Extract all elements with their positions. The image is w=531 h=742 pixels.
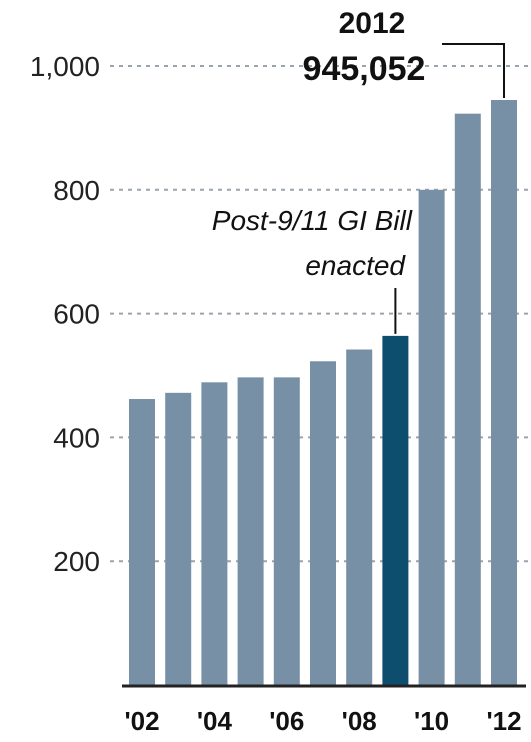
peak-value-label: 945,052 xyxy=(303,50,426,88)
bar xyxy=(454,113,481,685)
x-axis-tick-labels: '02 '04 '06 '08 '10 '12 xyxy=(124,706,521,736)
peak-year-label: 2012 xyxy=(339,7,406,40)
y-tick-label: 600 xyxy=(53,299,100,330)
bar xyxy=(418,189,445,686)
y-tick-label: 1,000 xyxy=(30,51,100,82)
bar xyxy=(129,399,155,685)
bar xyxy=(273,377,300,685)
event-label-line2: enacted xyxy=(305,250,406,281)
x-tick-label: '08 xyxy=(342,706,377,736)
peak-leader-line xyxy=(442,43,505,99)
bar-highlighted xyxy=(382,335,409,685)
bar xyxy=(310,361,336,685)
y-axis-tick-labels: 200 400 600 800 1,000 xyxy=(30,51,100,577)
x-tick-label: '06 xyxy=(269,706,304,736)
bar xyxy=(165,392,192,685)
event-label-line1: Post-9/11 GI Bill xyxy=(212,205,413,236)
x-tick-label: '04 xyxy=(197,706,233,736)
x-tick-label: '10 xyxy=(414,706,449,736)
x-tick-label: '02 xyxy=(124,706,159,736)
bar xyxy=(237,377,264,685)
bars xyxy=(129,100,517,686)
x-tick-label: '12 xyxy=(486,706,521,736)
bar xyxy=(346,349,373,685)
y-tick-label: 400 xyxy=(53,422,100,453)
y-tick-label: 800 xyxy=(53,175,100,206)
annotations: 2012 945,052 Post-9/11 GI Bill enacted xyxy=(212,7,505,334)
y-tick-label: 200 xyxy=(53,546,100,577)
bar xyxy=(491,100,517,685)
bar xyxy=(201,382,228,685)
